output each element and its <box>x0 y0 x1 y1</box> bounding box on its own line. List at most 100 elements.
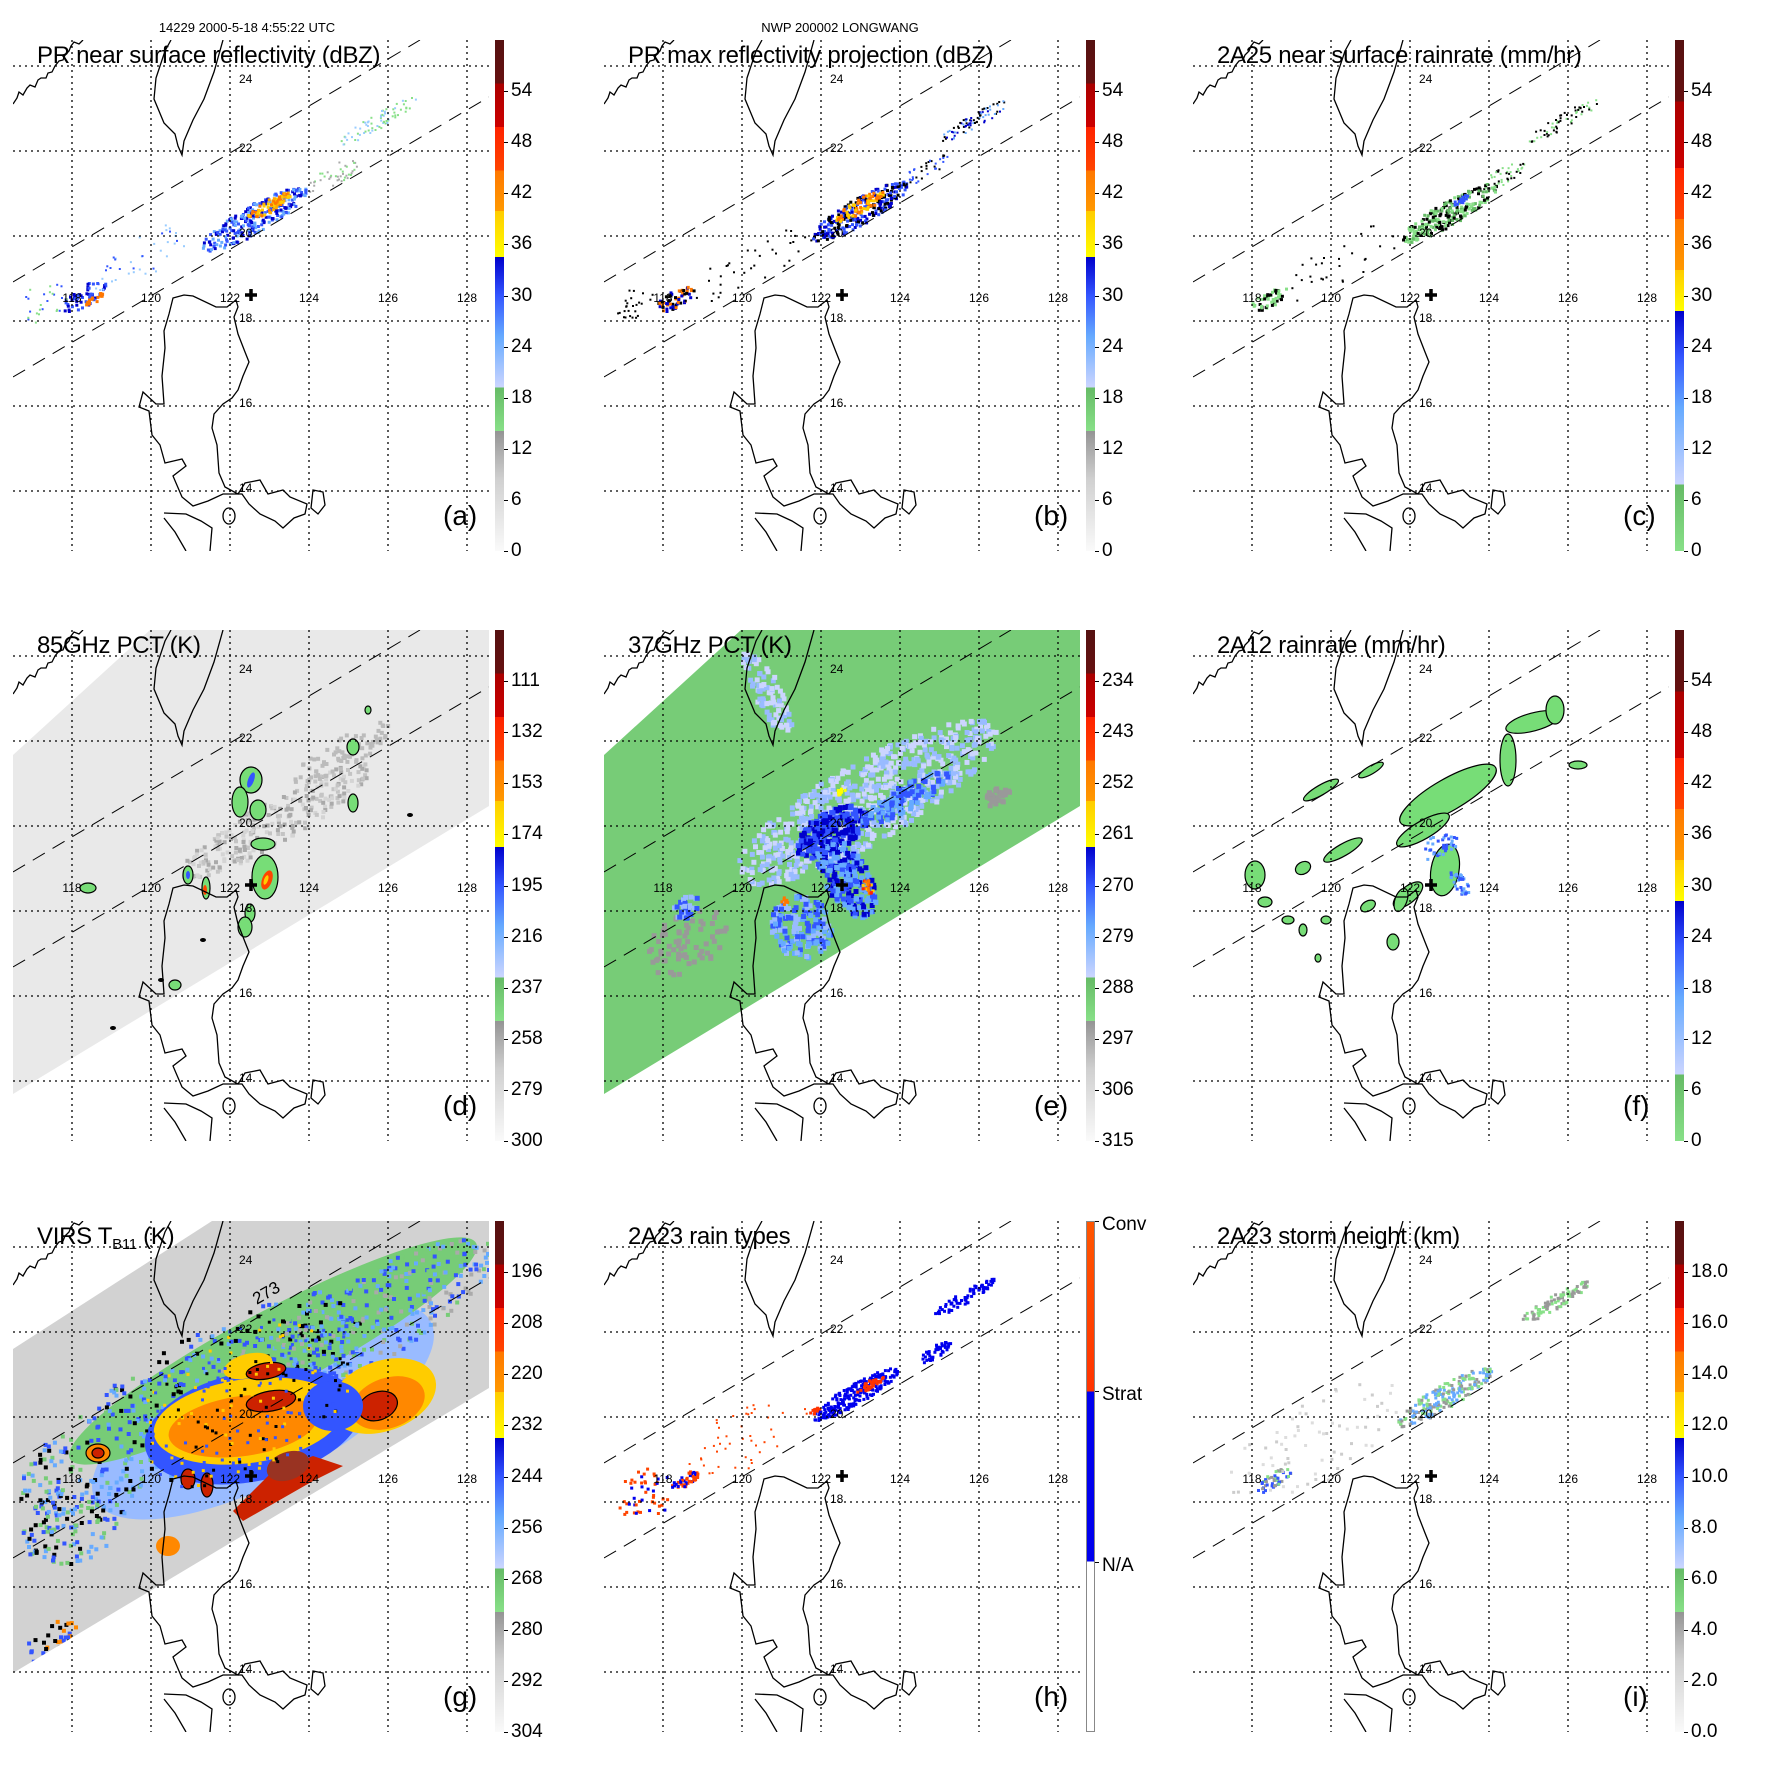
data-pixel <box>282 199 286 203</box>
data-pixel <box>846 213 850 217</box>
colorbar-label: 12 <box>1691 1027 1713 1049</box>
data-pixel <box>840 787 843 791</box>
data-pixel <box>757 688 763 694</box>
colorbar-label: 36 <box>1102 233 1124 255</box>
data-pixel <box>429 1301 433 1306</box>
data-pixel <box>356 778 361 783</box>
data-pixel <box>694 906 700 911</box>
data-pixel <box>634 310 637 313</box>
data-pixel <box>1273 303 1277 307</box>
data-pixel <box>803 816 809 822</box>
data-pixel <box>1291 287 1294 290</box>
data-pixel <box>375 1319 380 1324</box>
data-pixel <box>969 751 975 757</box>
data-pixel <box>451 1267 456 1272</box>
data-pixel <box>897 805 903 811</box>
data-pixel <box>841 784 847 790</box>
data-pixel <box>669 291 673 295</box>
data-pixel <box>473 1250 478 1254</box>
data-pixel <box>810 239 813 242</box>
data-pixel <box>336 756 341 761</box>
data-pixel <box>910 761 916 767</box>
data-pixel <box>1455 836 1459 840</box>
data-pixel <box>789 867 795 872</box>
data-pixel <box>968 771 974 777</box>
data-pixel <box>819 222 823 226</box>
panel-letter: (e) <box>1034 1090 1069 1121</box>
data-pixel <box>802 820 808 826</box>
data-pixel <box>783 821 789 827</box>
data-pixel <box>215 847 220 852</box>
coastline-island <box>222 1097 236 1115</box>
echo-region <box>231 786 249 818</box>
data-pixel <box>1455 209 1459 213</box>
data-pixel <box>178 1390 183 1395</box>
data-pixel <box>686 961 692 967</box>
data-pixel <box>422 1330 427 1335</box>
data-pixel <box>892 769 898 775</box>
data-pixel <box>1446 224 1450 228</box>
data-pixel <box>448 1292 453 1297</box>
data-pixel <box>869 883 873 887</box>
data-pixel <box>841 846 846 852</box>
colorbar-label: 30 <box>1691 284 1713 306</box>
data-pixel <box>1473 187 1476 191</box>
data-pixel <box>850 836 856 842</box>
data-pixel <box>329 1311 334 1316</box>
data-pixel <box>807 841 813 847</box>
data-pixel <box>341 1303 346 1307</box>
data-pixel <box>79 300 83 304</box>
data-pixel <box>142 1386 147 1391</box>
data-pixel <box>861 791 867 797</box>
data-pixel <box>782 928 788 934</box>
data-pixel <box>795 916 801 922</box>
data-pixel <box>792 924 797 930</box>
data-pixel <box>203 1369 208 1374</box>
data-pixel <box>843 798 849 804</box>
data-pixel <box>775 852 781 858</box>
data-pixel <box>951 130 953 133</box>
data-pixel <box>684 930 690 936</box>
data-pixel <box>886 783 892 789</box>
data-pixel <box>820 844 826 850</box>
storm-center-cross-icon <box>245 289 257 301</box>
data-pixel <box>324 1340 328 1345</box>
data-pixel <box>772 845 778 851</box>
data-pixel <box>881 191 885 194</box>
data-pixel <box>260 211 264 215</box>
data-pixel <box>250 822 255 827</box>
data-pixel <box>214 838 219 843</box>
data-pixel <box>242 854 247 859</box>
data-pixel <box>329 176 332 179</box>
data-pixel <box>983 733 989 739</box>
data-pixel <box>1409 226 1413 230</box>
data-pixel <box>83 1445 88 1450</box>
data-pixel <box>399 108 402 111</box>
echo-region <box>250 837 276 851</box>
data-pixel <box>414 1310 419 1315</box>
data-pixel <box>143 1417 148 1422</box>
data-pixel <box>833 226 837 230</box>
data-pixel <box>905 183 908 186</box>
pr-swath-edge <box>13 630 421 873</box>
data-pixel <box>359 782 364 787</box>
data-pixel <box>1260 306 1263 310</box>
data-pixel <box>815 861 821 867</box>
data-pixel <box>823 231 827 235</box>
data-pixel <box>129 261 132 264</box>
latitude-label: 16 <box>239 396 253 410</box>
data-pixel <box>399 1279 404 1284</box>
data-pixel <box>370 1347 374 1352</box>
data-pixel <box>87 1418 92 1423</box>
data-pixel <box>319 792 324 797</box>
data-pixel <box>863 782 869 788</box>
data-pixel <box>35 1511 40 1515</box>
data-pixel <box>872 759 878 765</box>
data-pixel <box>909 800 915 805</box>
data-pixel <box>942 160 945 163</box>
data-pixel <box>825 791 831 796</box>
data-pixel <box>688 894 694 900</box>
data-pixel <box>42 1448 47 1453</box>
data-pixel <box>687 903 693 909</box>
